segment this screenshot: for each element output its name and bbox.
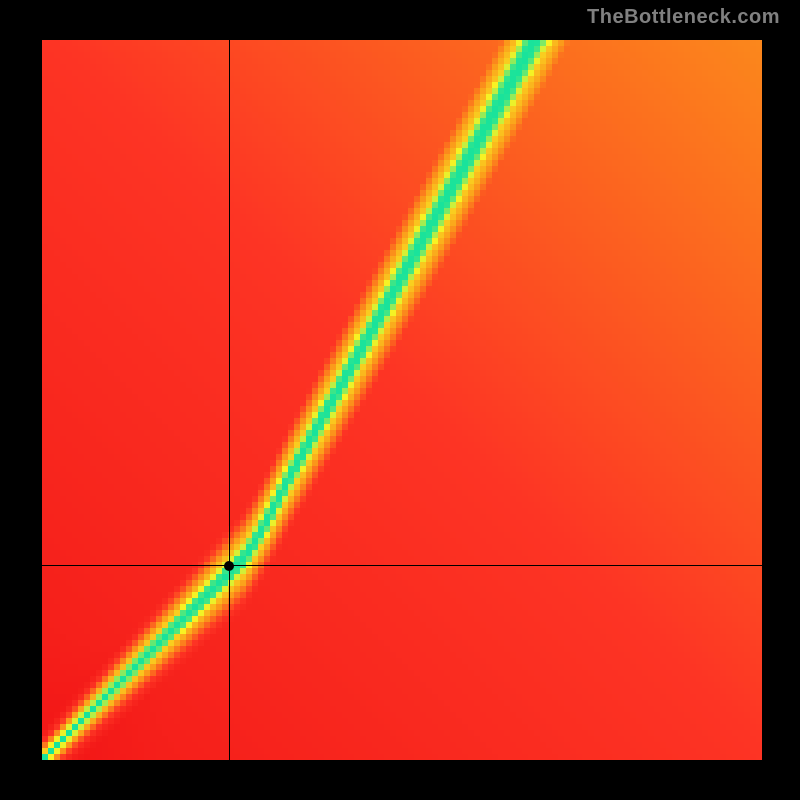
crosshair-horizontal <box>42 565 762 566</box>
chart-container: TheBottleneck.com <box>0 0 800 800</box>
watermark-text: TheBottleneck.com <box>587 6 780 29</box>
heatmap-canvas <box>42 40 762 760</box>
marker-dot <box>224 561 234 571</box>
crosshair-vertical <box>229 40 230 760</box>
